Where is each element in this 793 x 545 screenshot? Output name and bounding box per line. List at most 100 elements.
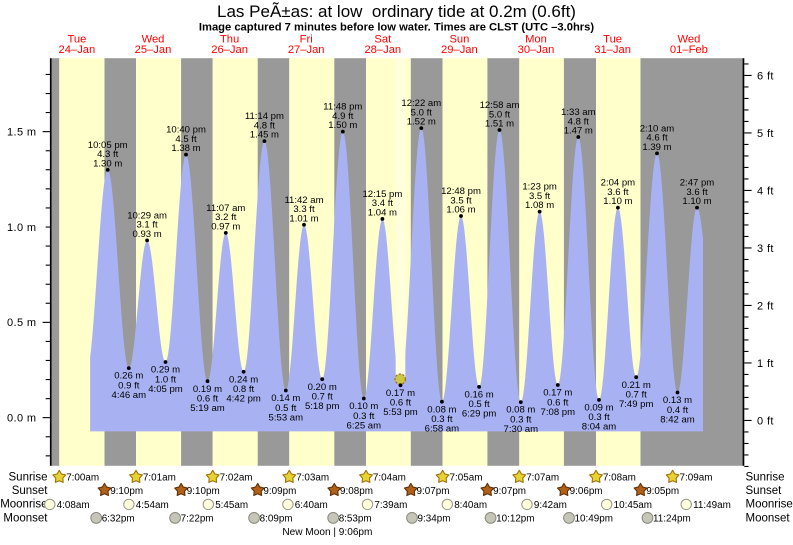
svg-text:3.6 ft: 3.6 ft [607,187,629,198]
svg-text:1:33 am: 1:33 am [561,107,596,118]
svg-text:3 ft: 3 ft [757,243,774,255]
svg-text:2:47 pm: 2:47 pm [680,178,715,189]
svg-text:9:10pm: 9:10pm [110,486,143,497]
svg-text:9:08pm: 9:08pm [340,486,373,497]
svg-text:4.6 ft: 4.6 ft [646,133,668,144]
svg-text:7:08 pm: 7:08 pm [541,407,576,418]
svg-text:0.9 ft: 0.9 ft [118,380,140,391]
svg-text:Sunrise: Sunrise [9,472,48,484]
svg-text:9:10pm: 9:10pm [187,486,220,497]
svg-text:4.8 ft: 4.8 ft [568,116,590,127]
svg-text:31–Jan: 31–Jan [594,44,631,56]
svg-text:8:42 am: 8:42 am [660,414,695,425]
svg-text:3.4 ft: 3.4 ft [372,198,394,209]
svg-text:30–Jan: 30–Jan [518,44,555,56]
svg-text:25–Jan: 25–Jan [135,44,172,56]
svg-text:6:29 pm: 6:29 pm [462,409,497,420]
svg-text:0.7 ft: 0.7 ft [312,392,334,403]
svg-text:7:49 pm: 7:49 pm [619,399,654,410]
svg-text:1.45 m: 1.45 m [250,130,279,141]
svg-text:10:05 pm: 10:05 pm [88,140,128,151]
svg-text:0.20 m: 0.20 m [308,382,337,393]
svg-text:5.0 ft: 5.0 ft [411,107,433,118]
svg-text:Moonrise: Moonrise [746,499,793,511]
svg-text:0.5 ft: 0.5 ft [468,399,490,410]
svg-text:Mon: Mon [525,33,547,45]
svg-text:0.17 m: 0.17 m [386,388,415,399]
svg-text:1.51 m: 1.51 m [485,119,514,130]
svg-text:Wed: Wed [677,33,700,45]
svg-text:Wed: Wed [142,33,165,45]
svg-text:5:53 pm: 5:53 pm [383,407,418,418]
svg-text:Sun: Sun [449,33,469,45]
svg-text:Sunset: Sunset [12,485,49,497]
svg-text:Image captured 7 minutes befor: Image captured 7 minutes before low wate… [199,22,594,34]
svg-text:0.4 ft: 0.4 ft [667,405,689,416]
svg-text:0.5 ft: 0.5 ft [275,403,297,414]
svg-text:0.3 ft: 0.3 ft [510,414,532,425]
svg-text:3.3 ft: 3.3 ft [293,204,315,215]
svg-text:Sunset: Sunset [746,485,783,497]
svg-text:5:19 am: 5:19 am [190,403,225,414]
svg-text:Sunrise: Sunrise [746,472,785,484]
svg-text:1.0 m: 1.0 m [7,222,37,234]
svg-text:0.17 m: 0.17 m [543,388,572,399]
svg-text:7:01am: 7:01am [143,473,176,484]
svg-text:3.2 ft: 3.2 ft [215,212,237,223]
svg-text:1:23 pm: 1:23 pm [522,182,557,193]
svg-text:12:22 am: 12:22 am [401,98,441,109]
svg-text:0.26 m: 0.26 m [114,371,143,382]
svg-text:6 ft: 6 ft [757,70,774,82]
svg-text:1.10 m: 1.10 m [682,196,711,207]
svg-text:0.5 m: 0.5 m [7,317,37,329]
svg-text:11:07 am: 11:07 am [206,203,245,214]
svg-text:0.6 ft: 0.6 ft [390,398,412,409]
svg-text:0.10 m: 0.10 m [349,401,378,412]
svg-text:28–Jan: 28–Jan [364,44,401,56]
svg-text:4.3 ft: 4.3 ft [97,149,119,160]
svg-text:4.8 ft: 4.8 ft [254,120,276,131]
svg-text:9:05pm: 9:05pm [646,486,679,497]
svg-text:12:58 am: 12:58 am [480,100,520,111]
svg-text:0.93 m: 0.93 m [133,229,162,240]
svg-text:6:25 am: 6:25 am [347,420,382,431]
svg-text:0.3 ft: 0.3 ft [431,414,453,425]
svg-text:0.6 ft: 0.6 ft [547,397,569,408]
svg-text:Las PeÃ±as: at low ordinary t: Las PeÃ±as: at low ordinary tide at 0.2m… [217,2,576,21]
svg-text:1.01 m: 1.01 m [289,213,318,224]
svg-text:Moonset: Moonset [3,513,48,525]
svg-text:9:07pm: 9:07pm [417,486,450,497]
svg-text:Moonset: Moonset [746,513,791,525]
svg-text:5 ft: 5 ft [757,128,774,140]
svg-text:5:45am: 5:45am [215,500,248,511]
svg-text:0.3 ft: 0.3 ft [353,411,375,422]
svg-text:1.30 m: 1.30 m [93,159,122,170]
svg-text:Moonrise: Moonrise [0,499,47,511]
svg-text:4:42 pm: 4:42 pm [226,394,261,405]
svg-text:11:14 pm: 11:14 pm [245,111,284,122]
svg-text:29–Jan: 29–Jan [441,44,478,56]
svg-text:1.50 m: 1.50 m [328,120,357,131]
svg-text:7:07am: 7:07am [526,473,559,484]
svg-text:0.7 ft: 0.7 ft [626,390,648,401]
svg-text:6:32pm: 6:32pm [102,514,135,525]
svg-text:0.08 m: 0.08 m [427,404,456,415]
svg-text:12:48 pm: 12:48 pm [441,186,481,197]
svg-text:0.24 m: 0.24 m [229,374,258,385]
svg-text:9:34pm: 9:34pm [418,514,451,525]
svg-text:24–Jan: 24–Jan [59,44,96,56]
svg-text:8:40am: 8:40am [454,500,487,511]
svg-text:8:53pm: 8:53pm [339,514,372,525]
svg-text:4.5 ft: 4.5 ft [175,134,197,145]
svg-text:7:04am: 7:04am [373,473,406,484]
svg-text:4:08am: 4:08am [57,500,90,511]
svg-text:10:49pm: 10:49pm [575,514,613,525]
svg-text:7:00am: 7:00am [66,473,99,484]
svg-text:7:22pm: 7:22pm [181,514,214,525]
svg-text:26–Jan: 26–Jan [211,44,248,56]
svg-text:2 ft: 2 ft [757,300,774,312]
svg-text:3.6 ft: 3.6 ft [686,187,708,198]
svg-text:0.21 m: 0.21 m [622,380,651,391]
svg-text:3.5 ft: 3.5 ft [450,195,472,206]
svg-text:0.97 m: 0.97 m [211,222,240,233]
